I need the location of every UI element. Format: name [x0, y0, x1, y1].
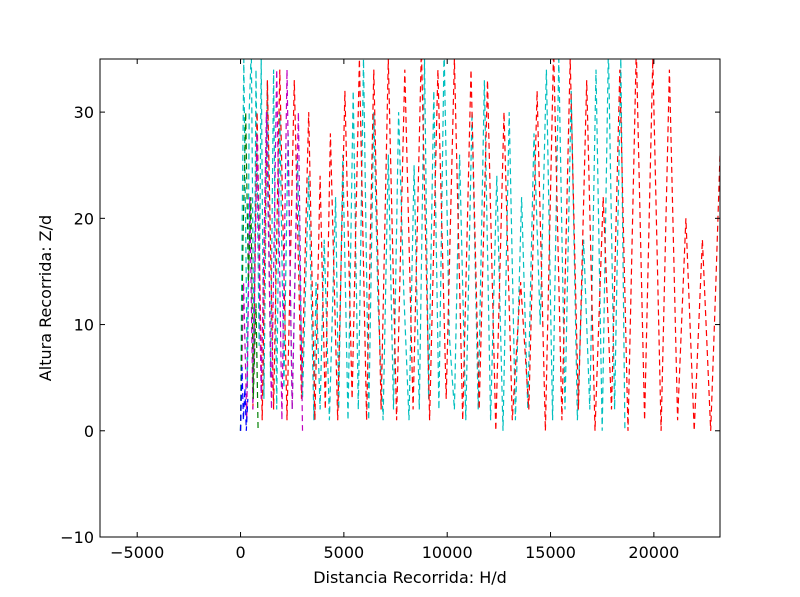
- y-tick-label: 10: [74, 316, 94, 335]
- plot-frame: [99, 58, 721, 538]
- series-line-3: [239, 69, 304, 431]
- series-line-5: [239, 366, 249, 431]
- x-tick-label: 10000: [422, 543, 473, 562]
- y-tick-label: −10: [60, 528, 94, 547]
- x-tick-label: 15000: [525, 543, 576, 562]
- y-axis-title: Altura Recorrida: Z/d: [36, 215, 55, 381]
- series-line-2: [252, 59, 720, 431]
- x-axis-title: Distancia Recorrida: H/d: [313, 568, 507, 587]
- x-tick-label: 5000: [324, 543, 365, 562]
- y-tick-label: 0: [84, 422, 94, 441]
- x-tick-label: −5000: [110, 543, 164, 562]
- y-tick-label: 20: [74, 209, 94, 228]
- x-tick-label: 20000: [628, 543, 679, 562]
- series-line-1: [239, 59, 626, 431]
- y-tick-label: 30: [74, 103, 94, 122]
- series-line-4: [239, 112, 259, 431]
- x-tick-label: 0: [235, 543, 245, 562]
- series-layer: [239, 59, 720, 431]
- ticks-layer: −5000 0 5000 10000 15000 20000 −10 0 10 20 30: [60, 59, 720, 562]
